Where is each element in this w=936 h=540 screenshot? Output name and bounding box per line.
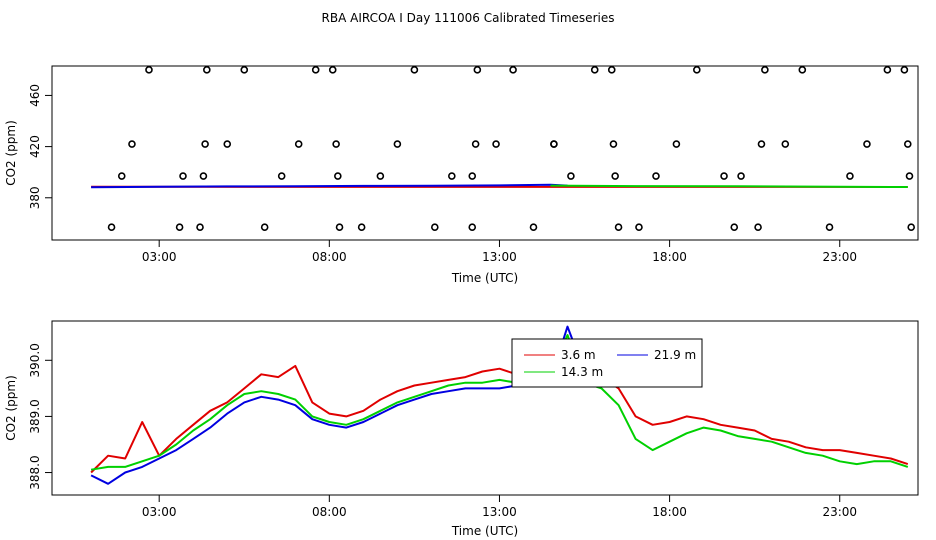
data-point-circle [693, 66, 701, 74]
data-point-circle [737, 172, 745, 180]
data-point-circle [107, 223, 116, 232]
data-point-circle [328, 66, 337, 74]
lower-axis-ticks: 03:00 08:00 13:00 18:00 23:00 388.0 389.0 390.0 [28, 343, 857, 519]
data-point-circle [907, 223, 915, 232]
lower-x-tick-label: 08:00 [312, 505, 347, 519]
upper-plot-marks [91, 66, 915, 232]
data-point-circle [492, 140, 500, 148]
data-point-circle [607, 66, 616, 74]
data-point-circle [635, 223, 643, 232]
upper-x-tick-label: 13:00 [482, 250, 517, 264]
data-point-circle [798, 66, 807, 74]
data-point-circle [567, 172, 575, 180]
data-point-circle [332, 140, 340, 148]
data-point-circle [609, 140, 618, 148]
data-point-circle [900, 66, 909, 74]
data-point-circle [260, 223, 269, 232]
data-point-circle [509, 66, 517, 74]
data-point-circle [590, 66, 599, 74]
lower-y-tick-label: 388.0 [28, 455, 42, 489]
data-point-circle [614, 223, 623, 232]
data-point-circle [196, 223, 204, 232]
upper-panel: Time (UTC) CO2 (ppm) 03:00 08:00 13:00 18:0… [4, 65, 919, 285]
data-point-circle [376, 172, 385, 180]
legend-label-14-3m: 14.3 m [561, 365, 603, 379]
data-point-circle [846, 172, 854, 180]
legend: 3.6 m 21.9 m 14.3 m [511, 338, 703, 388]
data-point-circle [117, 172, 126, 180]
data-point-circle [529, 223, 538, 232]
lower-panel: Time (UTC) CO2 (ppm) 03:00 08:00 13:00 18:0… [4, 320, 919, 538]
upper-axis-ticks: 03:00 08:00 13:00 18:00 23:00 380 420 460 [28, 84, 857, 264]
legend-label-21-9m: 21.9 m [654, 348, 696, 362]
lower-y-tick-label: 389.0 [28, 399, 42, 433]
data-point-circle [720, 172, 728, 180]
data-point-circle [175, 223, 184, 232]
data-point-circle [431, 223, 439, 232]
data-point-circle [468, 172, 477, 180]
legend-box [511, 338, 703, 388]
data-point-circle [611, 172, 619, 180]
data-point-circle [240, 66, 249, 74]
data-point-circle [277, 172, 286, 180]
data-point-circle [550, 140, 558, 148]
data-point-circle [761, 66, 769, 74]
lower-plot-frame [51, 320, 919, 496]
upper-plot-frame [51, 65, 919, 241]
data-point-circle [825, 223, 834, 232]
data-point-circle [754, 223, 762, 232]
lower-plot-marks [90, 325, 909, 485]
data-point-circle [145, 66, 153, 74]
upper-x-tick-label: 23:00 [822, 250, 857, 264]
data-point-circle [903, 140, 912, 148]
data-point-circle [410, 66, 419, 74]
data-point-circle [223, 140, 232, 148]
lower-x-tick-label: 13:00 [482, 505, 517, 519]
lower-y-axis-label: CO2 (ppm) [4, 375, 18, 441]
upper-y-tick-label: 420 [28, 135, 42, 158]
data-point-circle [179, 172, 187, 180]
data-point-circle [393, 140, 402, 148]
data-point-circle [757, 140, 766, 148]
data-point-circle [128, 140, 136, 148]
lower-x-tick-label: 23:00 [822, 505, 857, 519]
data-point-circle [199, 172, 208, 180]
data-point-circle [863, 140, 871, 148]
data-point-circle [471, 140, 480, 148]
data-point-circle [335, 223, 344, 232]
upper-y-tick-label: 380 [28, 186, 42, 209]
data-point-circle [357, 223, 366, 232]
upper-y-tick-label: 460 [28, 84, 42, 107]
lower-x-axis-label: Time (UTC) [451, 524, 518, 538]
data-point-circle [468, 223, 477, 232]
upper-series-line [91, 183, 568, 189]
legend-label-3-6m: 3.6 m [561, 348, 596, 362]
data-point-circle [672, 140, 681, 148]
data-point-circle [730, 223, 739, 232]
data-point-circle [883, 66, 892, 74]
data-point-circle [448, 172, 456, 180]
lower-series-line [90, 334, 909, 471]
upper-x-axis-label: Time (UTC) [451, 271, 518, 285]
data-point-circle [203, 66, 211, 74]
upper-y-axis-label: CO2 (ppm) [4, 120, 18, 186]
upper-x-tick-label: 18:00 [652, 250, 687, 264]
data-point-circle [473, 66, 482, 74]
lower-y-tick-label: 390.0 [28, 343, 42, 377]
data-point-circle [201, 140, 209, 148]
data-point-circle [294, 140, 303, 148]
upper-series-line [550, 184, 908, 188]
data-point-circle [311, 66, 320, 74]
chart-title: RBA AIRCOA I Day 111006 Calibrated Times… [322, 11, 615, 25]
lower-series-line [90, 364, 909, 474]
data-point-circle [334, 172, 342, 180]
data-point-circle [652, 172, 660, 180]
lower-x-tick-label: 03:00 [142, 505, 177, 519]
data-point-circle [781, 140, 790, 148]
upper-x-tick-label: 08:00 [312, 250, 347, 264]
upper-x-tick-label: 03:00 [142, 250, 177, 264]
data-point-circle [905, 172, 914, 180]
lower-x-tick-label: 18:00 [652, 505, 687, 519]
